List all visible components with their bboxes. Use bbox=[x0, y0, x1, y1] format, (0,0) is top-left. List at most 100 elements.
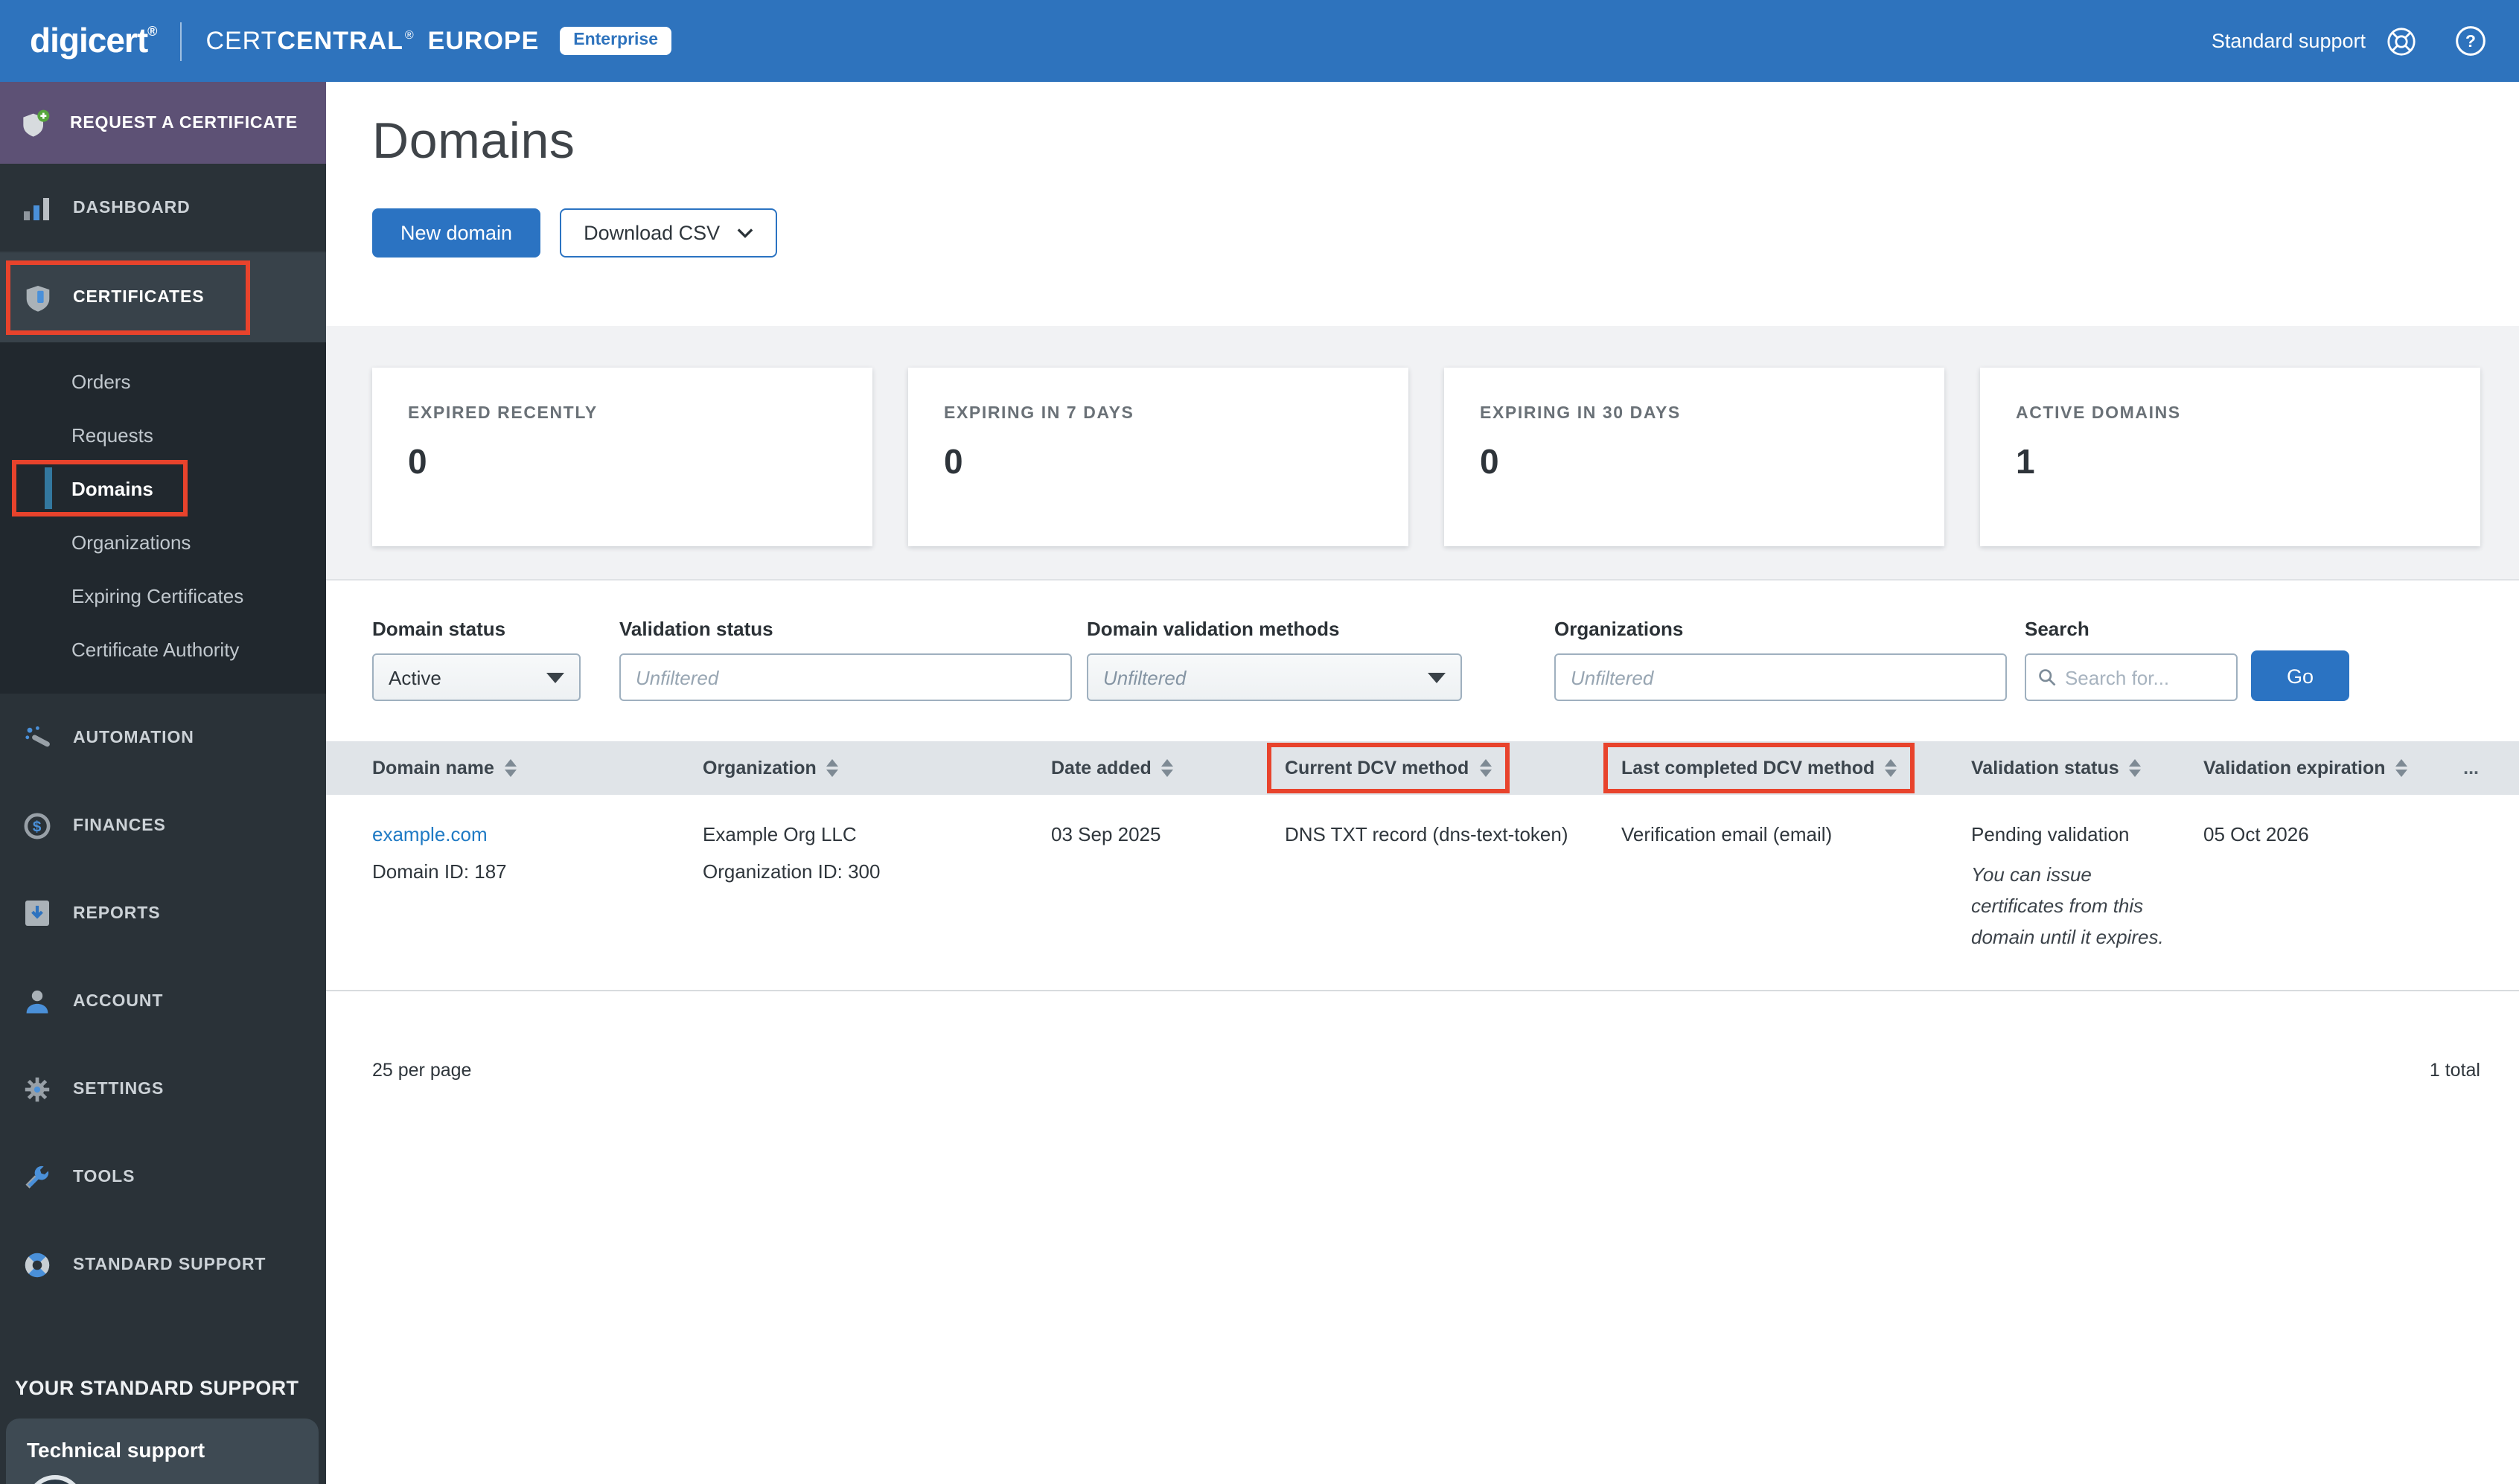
search-box bbox=[2025, 653, 2238, 701]
digicert-logo[interactable]: digicert ® bbox=[30, 21, 157, 61]
sort-icon[interactable] bbox=[1479, 759, 1492, 777]
domain-link[interactable]: example.com bbox=[372, 823, 488, 845]
sidebar-item-requests[interactable]: Requests bbox=[0, 408, 326, 461]
support-avatar bbox=[27, 1475, 83, 1484]
sidebar-item-dashboard[interactable]: DASHBOARD bbox=[0, 164, 326, 253]
sidebar-item-orders[interactable]: Orders bbox=[0, 354, 326, 408]
sidebar-item-certificate-authority[interactable]: Certificate Authority bbox=[0, 622, 326, 676]
sort-icon[interactable] bbox=[1161, 759, 1174, 777]
shield-icon bbox=[22, 284, 52, 312]
annotation-box-current-dcv: Current DCV method bbox=[1267, 743, 1510, 793]
organizations-label: Organizations bbox=[1554, 618, 1684, 640]
stat-card-expired-recently: EXPIRED RECENTLY 0 bbox=[372, 368, 872, 546]
dv-methods-placeholder: Unfiltered bbox=[1103, 666, 1187, 688]
sidebar-item-expiring-certificates[interactable]: Expiring Certificates bbox=[0, 569, 326, 622]
sidebar-item-domains[interactable]: Domains bbox=[0, 460, 326, 516]
sort-icon[interactable] bbox=[2395, 759, 2408, 777]
go-button[interactable]: Go bbox=[2251, 650, 2349, 701]
support-section-title: YOUR STANDARD SUPPORT bbox=[15, 1377, 299, 1399]
stat-value: 0 bbox=[944, 442, 963, 481]
search-label: Search bbox=[2025, 618, 2089, 640]
download-csv-button[interactable]: Download CSV bbox=[560, 208, 777, 258]
standard-support-label: Standard support bbox=[2211, 30, 2366, 52]
technical-support-card[interactable]: Technical support bbox=[6, 1419, 319, 1484]
page-title: Domains bbox=[372, 113, 575, 170]
column-header-last-completed-dcv-method[interactable]: Last completed DCV method bbox=[1603, 743, 1971, 793]
new-domain-button[interactable]: New domain bbox=[372, 208, 541, 258]
column-label: Validation status bbox=[1971, 758, 2119, 778]
domain-id: Domain ID: 187 bbox=[372, 860, 507, 883]
dv-methods-select[interactable]: Unfiltered bbox=[1087, 653, 1462, 701]
domain-status-label: Domain status bbox=[372, 618, 506, 640]
help-icon[interactable]: ? bbox=[2455, 25, 2486, 57]
sidebar-item-certificates[interactable]: CERTIFICATES bbox=[0, 253, 326, 342]
validation-status-text: Pending validation bbox=[1971, 823, 2130, 845]
cell-validation-expiration: 05 Oct 2026 bbox=[2203, 823, 2309, 845]
svg-text:$: $ bbox=[33, 818, 42, 835]
sidebar-item-automation[interactable]: AUTOMATION bbox=[0, 694, 326, 781]
active-indicator-bar bbox=[45, 467, 52, 509]
stat-card-active-domains: ACTIVE DOMAINS 1 bbox=[1980, 368, 2480, 546]
total-count: 1 total bbox=[2429, 1060, 2480, 1081]
sidebar-item-label: AUTOMATION bbox=[73, 729, 194, 746]
validation-status-label: Validation status bbox=[619, 618, 773, 640]
cell-date-added: 03 Sep 2025 bbox=[1051, 823, 1161, 845]
stat-value: 1 bbox=[2016, 442, 2035, 481]
filter-bar: Domain status Active Validation status D… bbox=[326, 581, 2519, 738]
sidebar-item-standard-support[interactable]: STANDARD SUPPORT bbox=[0, 1221, 326, 1308]
search-input[interactable] bbox=[2064, 666, 2224, 688]
product-logo: CERT CENTRAL ® EUROPE bbox=[205, 26, 539, 56]
stat-value: 0 bbox=[408, 442, 427, 481]
sort-icon[interactable] bbox=[1885, 759, 1897, 777]
topbar-right: Standard support ? bbox=[2212, 25, 2486, 57]
column-header-domain-name[interactable]: Domain name bbox=[372, 758, 703, 778]
product-central: CENTRAL bbox=[277, 26, 403, 54]
stat-label: EXPIRED RECENTLY bbox=[408, 405, 598, 423]
caret-down-icon bbox=[1428, 672, 1446, 682]
sort-icon[interactable] bbox=[2129, 759, 2142, 777]
sidebar-item-reports[interactable]: REPORTS bbox=[0, 869, 326, 957]
stat-label: EXPIRING IN 7 DAYS bbox=[944, 405, 1134, 423]
column-label: Current DCV method bbox=[1285, 758, 1469, 778]
annotation-box-last-dcv: Last completed DCV method bbox=[1603, 743, 1915, 793]
dollar-circle-icon: $ bbox=[22, 812, 52, 839]
sidebar-item-label: TOOLS bbox=[73, 1168, 135, 1186]
cell-validation-status: Pending validation You can issue certifi… bbox=[1971, 823, 2203, 953]
column-header-validation-status[interactable]: Validation status bbox=[1971, 758, 2203, 778]
sidebar-item-finances[interactable]: $ FINANCES bbox=[0, 781, 326, 869]
sort-icon[interactable] bbox=[826, 759, 839, 777]
sidebar-item-label: REPORTS bbox=[73, 904, 161, 922]
sidebar-item-organizations[interactable]: Organizations bbox=[0, 515, 326, 569]
domain-status-select[interactable]: Active bbox=[372, 653, 581, 701]
sidebar-item-label: DASHBOARD bbox=[73, 199, 191, 217]
sidebar-item-settings[interactable]: SETTINGS bbox=[0, 1045, 326, 1133]
domain-status-value: Active bbox=[389, 666, 441, 688]
table-row: example.com Domain ID: 187 Example Org L… bbox=[326, 795, 2519, 991]
sidebar-nav: REQUEST A CERTIFICATE DASHBOARD bbox=[0, 82, 326, 1484]
sidebar-item-account[interactable]: ACCOUNT bbox=[0, 957, 326, 1045]
list-footer: 25 per page 1 total bbox=[326, 991, 2519, 1081]
column-header-current-dcv-method[interactable]: Current DCV method bbox=[1267, 743, 1621, 793]
sidebar-item-request-a-certificate[interactable]: REQUEST A CERTIFICATE bbox=[0, 82, 326, 164]
organizations-input[interactable] bbox=[1554, 653, 2007, 701]
domains-table: Domain name Organization Date added Curr… bbox=[326, 741, 2519, 991]
cell-domain: example.com Domain ID: 187 bbox=[372, 823, 703, 883]
sidebar-item-label: CERTIFICATES bbox=[73, 289, 205, 307]
sidebar-item-tools[interactable]: TOOLS bbox=[0, 1133, 326, 1221]
technical-support-label: Technical support bbox=[27, 1438, 205, 1462]
column-label: Date added bbox=[1051, 758, 1152, 778]
per-page-selector[interactable]: 25 per page bbox=[372, 1060, 472, 1081]
organization-name: Example Org LLC bbox=[703, 823, 857, 845]
column-header-date-added[interactable]: Date added bbox=[1051, 758, 1285, 778]
cell-organization: Example Org LLC Organization ID: 300 bbox=[703, 823, 1051, 883]
column-header-more[interactable]: ... bbox=[2456, 758, 2519, 778]
top-header: digicert ® CERT CENTRAL ® EUROPE Enterprise … bbox=[0, 0, 2519, 82]
lifering-icon[interactable] bbox=[2386, 26, 2416, 56]
column-header-validation-expiration[interactable]: Validation expiration bbox=[2203, 758, 2456, 778]
enterprise-badge: Enterprise bbox=[560, 27, 672, 55]
column-header-organization[interactable]: Organization bbox=[703, 758, 1051, 778]
validation-status-input[interactable] bbox=[619, 653, 1072, 701]
product-registered-mark: ® bbox=[404, 28, 415, 41]
cell-current-dcv: DNS TXT record (dns-text-token) bbox=[1285, 823, 1568, 845]
sort-icon[interactable] bbox=[504, 759, 517, 777]
